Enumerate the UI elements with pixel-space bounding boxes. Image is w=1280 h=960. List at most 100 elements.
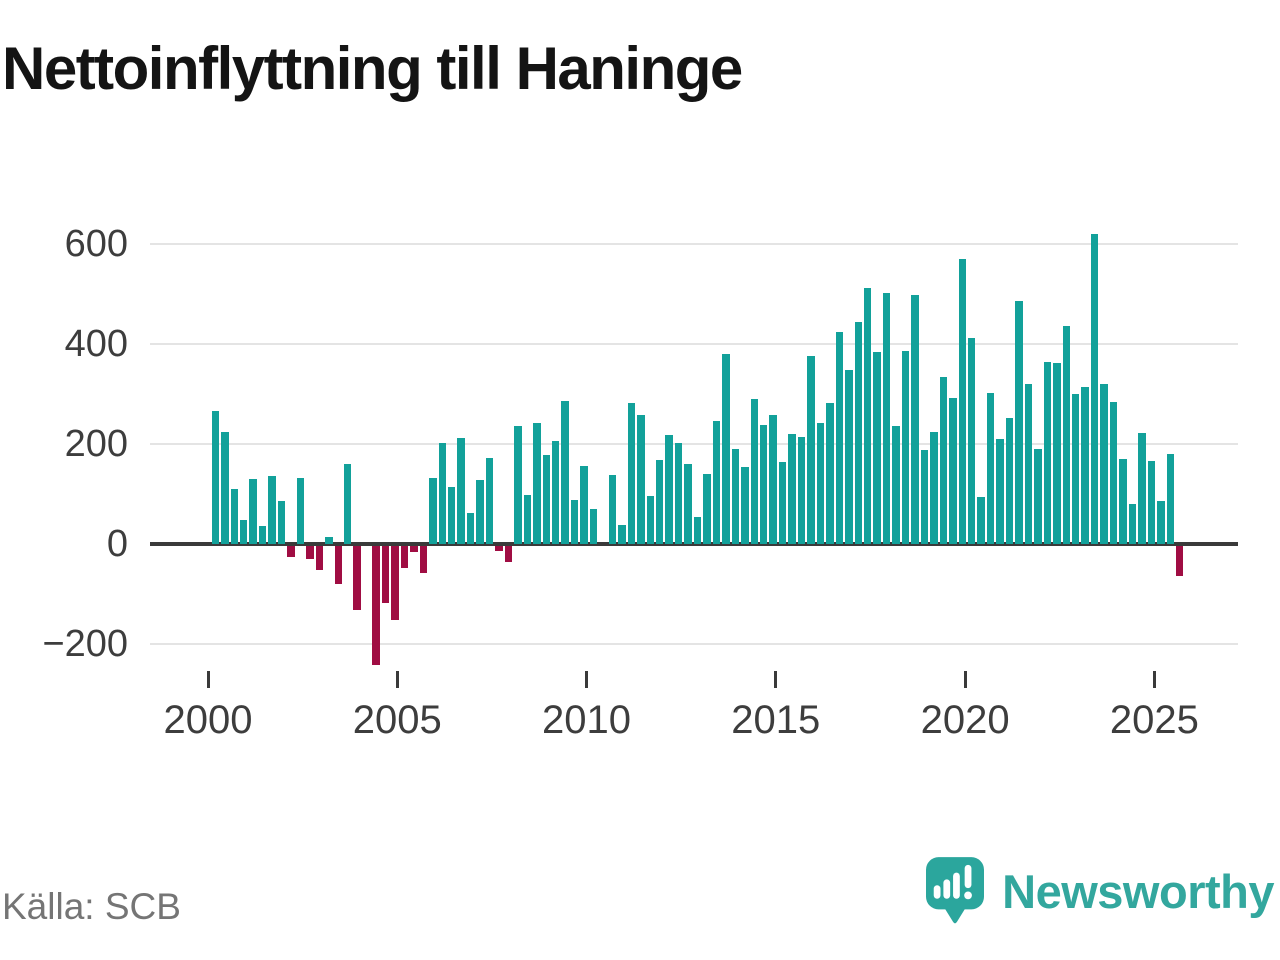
bar-2022Q3 — [1062, 326, 1070, 544]
bar-2016Q2 — [826, 402, 834, 544]
y-axis-label-0: 0 — [106, 522, 128, 565]
bar-2017Q3 — [873, 352, 881, 544]
bar-2000Q3 — [230, 488, 238, 544]
bar-2009Q4 — [580, 466, 588, 544]
bar-2004Q2 — [372, 546, 380, 665]
x-axis-tick-2020 — [963, 671, 967, 688]
bar-2000Q2 — [221, 432, 229, 544]
bar-2018Q1 — [892, 425, 900, 544]
bar-2008Q1 — [514, 426, 522, 544]
gridline--200 — [150, 642, 1238, 645]
newsworthy-logo: Newsworthy — [926, 856, 1274, 926]
bar-2003Q3 — [343, 463, 352, 544]
bar-2007Q4 — [504, 546, 513, 562]
bar-2018Q4 — [920, 450, 929, 544]
chart-title: Nettoinflyttning till Haninge — [2, 35, 743, 102]
bar-2018Q2 — [901, 350, 910, 544]
bar-2015Q4 — [807, 356, 815, 544]
bar-2014Q4 — [769, 414, 777, 544]
y-axis-label-200: 200 — [64, 422, 128, 465]
bar-2012Q4 — [693, 517, 702, 544]
bar-2023Q1 — [1081, 386, 1089, 544]
bar-2004Q4 — [391, 546, 399, 620]
x-axis-label-2010: 2010 — [542, 698, 632, 742]
bar-2014Q2 — [750, 399, 758, 544]
bar-2005Q1 — [400, 546, 409, 568]
bar-2001Q1 — [249, 478, 257, 544]
x-axis-zero-line — [150, 541, 1238, 546]
bar-2015Q1 — [778, 461, 787, 544]
bar-2021Q3 — [1024, 383, 1033, 544]
bar-2006Q3 — [457, 438, 465, 544]
bar-2013Q1 — [703, 473, 711, 544]
bar-2017Q1 — [854, 321, 862, 544]
bar-2013Q3 — [722, 353, 730, 544]
bar-2007Q2 — [485, 457, 494, 544]
y-axis-label-400: 400 — [64, 322, 128, 365]
bar-2023Q3 — [1100, 384, 1108, 544]
x-axis-label-2000: 2000 — [163, 698, 253, 742]
bar-2004Q3 — [381, 546, 390, 603]
bar-2017Q4 — [882, 292, 891, 544]
bar-2018Q3 — [911, 295, 919, 544]
bar-2005Q2 — [410, 546, 418, 552]
bar-2002Q1 — [287, 546, 295, 557]
bar-2024Q2 — [1128, 503, 1137, 544]
bar-2019Q4 — [958, 258, 966, 544]
bar-2025Q2 — [1166, 453, 1174, 544]
y-axis-label--200: −200 — [42, 622, 128, 665]
bar-2009Q2 — [561, 401, 569, 544]
bar-2008Q2 — [523, 495, 532, 544]
bar-2005Q3 — [419, 546, 428, 573]
bar-2011Q3 — [646, 496, 654, 544]
bar-2017Q2 — [863, 287, 872, 544]
bar-2024Q1 — [1119, 458, 1127, 544]
gridline-400 — [150, 342, 1238, 345]
bar-2003Q4 — [353, 546, 361, 610]
bar-2016Q1 — [816, 422, 825, 544]
bar-2011Q1 — [627, 402, 636, 544]
bar-2015Q2 — [788, 433, 796, 544]
bar-2020Q2 — [977, 496, 985, 544]
bar-2021Q4 — [1034, 448, 1042, 544]
bar-2025Q3 — [1175, 546, 1184, 576]
newsworthy-logo-text: Newsworthy — [1002, 864, 1274, 918]
bar-2016Q4 — [845, 369, 853, 544]
bar-2006Q4 — [466, 512, 475, 544]
bar-2023Q4 — [1109, 401, 1118, 544]
bar-2019Q1 — [930, 432, 938, 544]
bar-2016Q3 — [835, 331, 844, 544]
bar-2009Q1 — [551, 441, 560, 544]
bar-2012Q2 — [674, 442, 683, 544]
bar-2015Q3 — [797, 436, 806, 544]
bar-2002Q2 — [296, 477, 305, 544]
bar-2002Q3 — [306, 546, 314, 559]
bar-2022Q2 — [1053, 362, 1061, 544]
x-axis-tick-2005 — [395, 671, 399, 688]
bar-2011Q4 — [655, 460, 664, 544]
bar-2000Q4 — [239, 520, 248, 544]
bar-2024Q4 — [1147, 461, 1156, 544]
bar-2010Q3 — [608, 475, 617, 544]
bar-2006Q1 — [438, 443, 446, 544]
x-axis-label-2015: 2015 — [731, 698, 821, 742]
x-axis-label-2005: 2005 — [352, 698, 442, 742]
bar-2023Q2 — [1090, 233, 1099, 544]
x-axis-tick-2010 — [585, 671, 589, 688]
bar-2011Q2 — [637, 415, 645, 544]
bar-2009Q3 — [570, 500, 579, 544]
bar-2020Q1 — [967, 337, 976, 544]
bar-2002Q4 — [315, 546, 324, 570]
bar-2014Q1 — [741, 466, 749, 544]
bar-2019Q3 — [949, 397, 957, 544]
bar-2013Q2 — [712, 421, 721, 544]
bar-2006Q2 — [447, 487, 456, 544]
bar-2010Q1 — [589, 508, 598, 544]
x-axis-tick-2015 — [774, 671, 778, 688]
bar-2000Q1 — [211, 411, 220, 544]
bar-2024Q3 — [1138, 432, 1146, 544]
bar-2012Q1 — [665, 434, 673, 544]
bar-2010Q4 — [618, 525, 626, 544]
